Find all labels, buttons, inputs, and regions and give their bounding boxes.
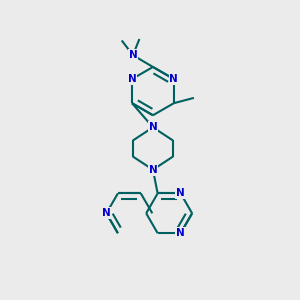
Text: N: N [148,122,157,132]
Text: N: N [176,228,185,238]
Text: N: N [176,188,185,198]
Text: N: N [148,165,157,175]
Text: N: N [128,74,136,84]
Text: N: N [128,50,137,60]
Text: N: N [169,74,178,84]
Text: N: N [102,208,111,218]
